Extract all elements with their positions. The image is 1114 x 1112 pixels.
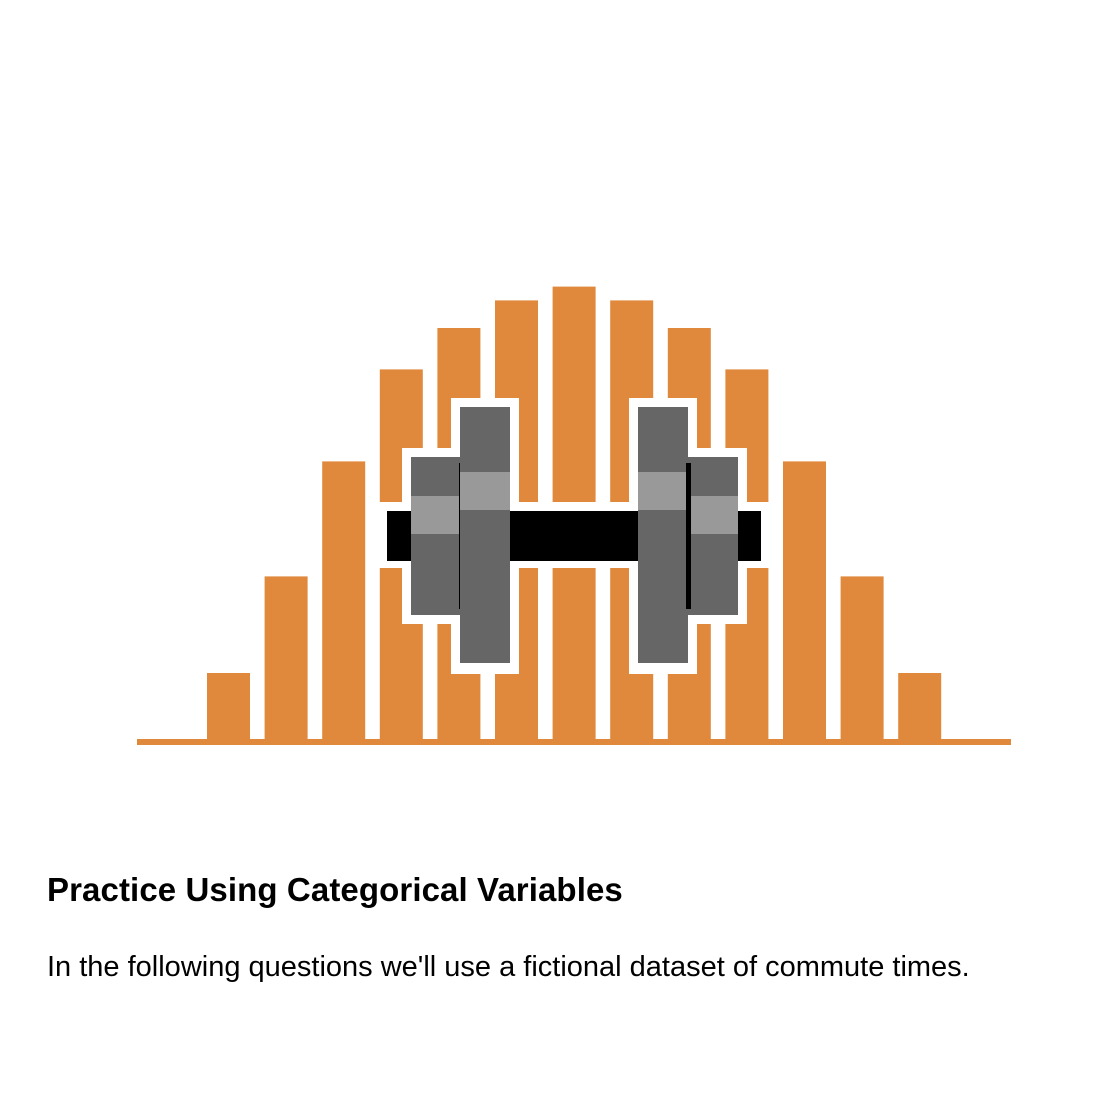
histogram-bar bbox=[207, 673, 250, 742]
illustration-svg bbox=[137, 286, 1011, 745]
card-description: In the following questions we'll use a f… bbox=[47, 951, 970, 983]
left-inner-plate bbox=[460, 407, 510, 663]
card-title: Practice Using Categorical Variables bbox=[47, 871, 623, 908]
histogram-bar bbox=[783, 461, 826, 742]
histogram-bar bbox=[264, 576, 308, 742]
histogram-dumbbell-illustration bbox=[137, 286, 1011, 745]
histogram-bar bbox=[898, 673, 942, 742]
left-outer-plate bbox=[411, 457, 464, 615]
histogram-baseline bbox=[137, 739, 1011, 745]
histogram-bar bbox=[322, 461, 366, 742]
right-inner-plate bbox=[638, 407, 688, 663]
right-outer-plate bbox=[686, 457, 738, 615]
dumbbell-icon bbox=[378, 398, 770, 674]
histogram-bar bbox=[840, 576, 884, 742]
